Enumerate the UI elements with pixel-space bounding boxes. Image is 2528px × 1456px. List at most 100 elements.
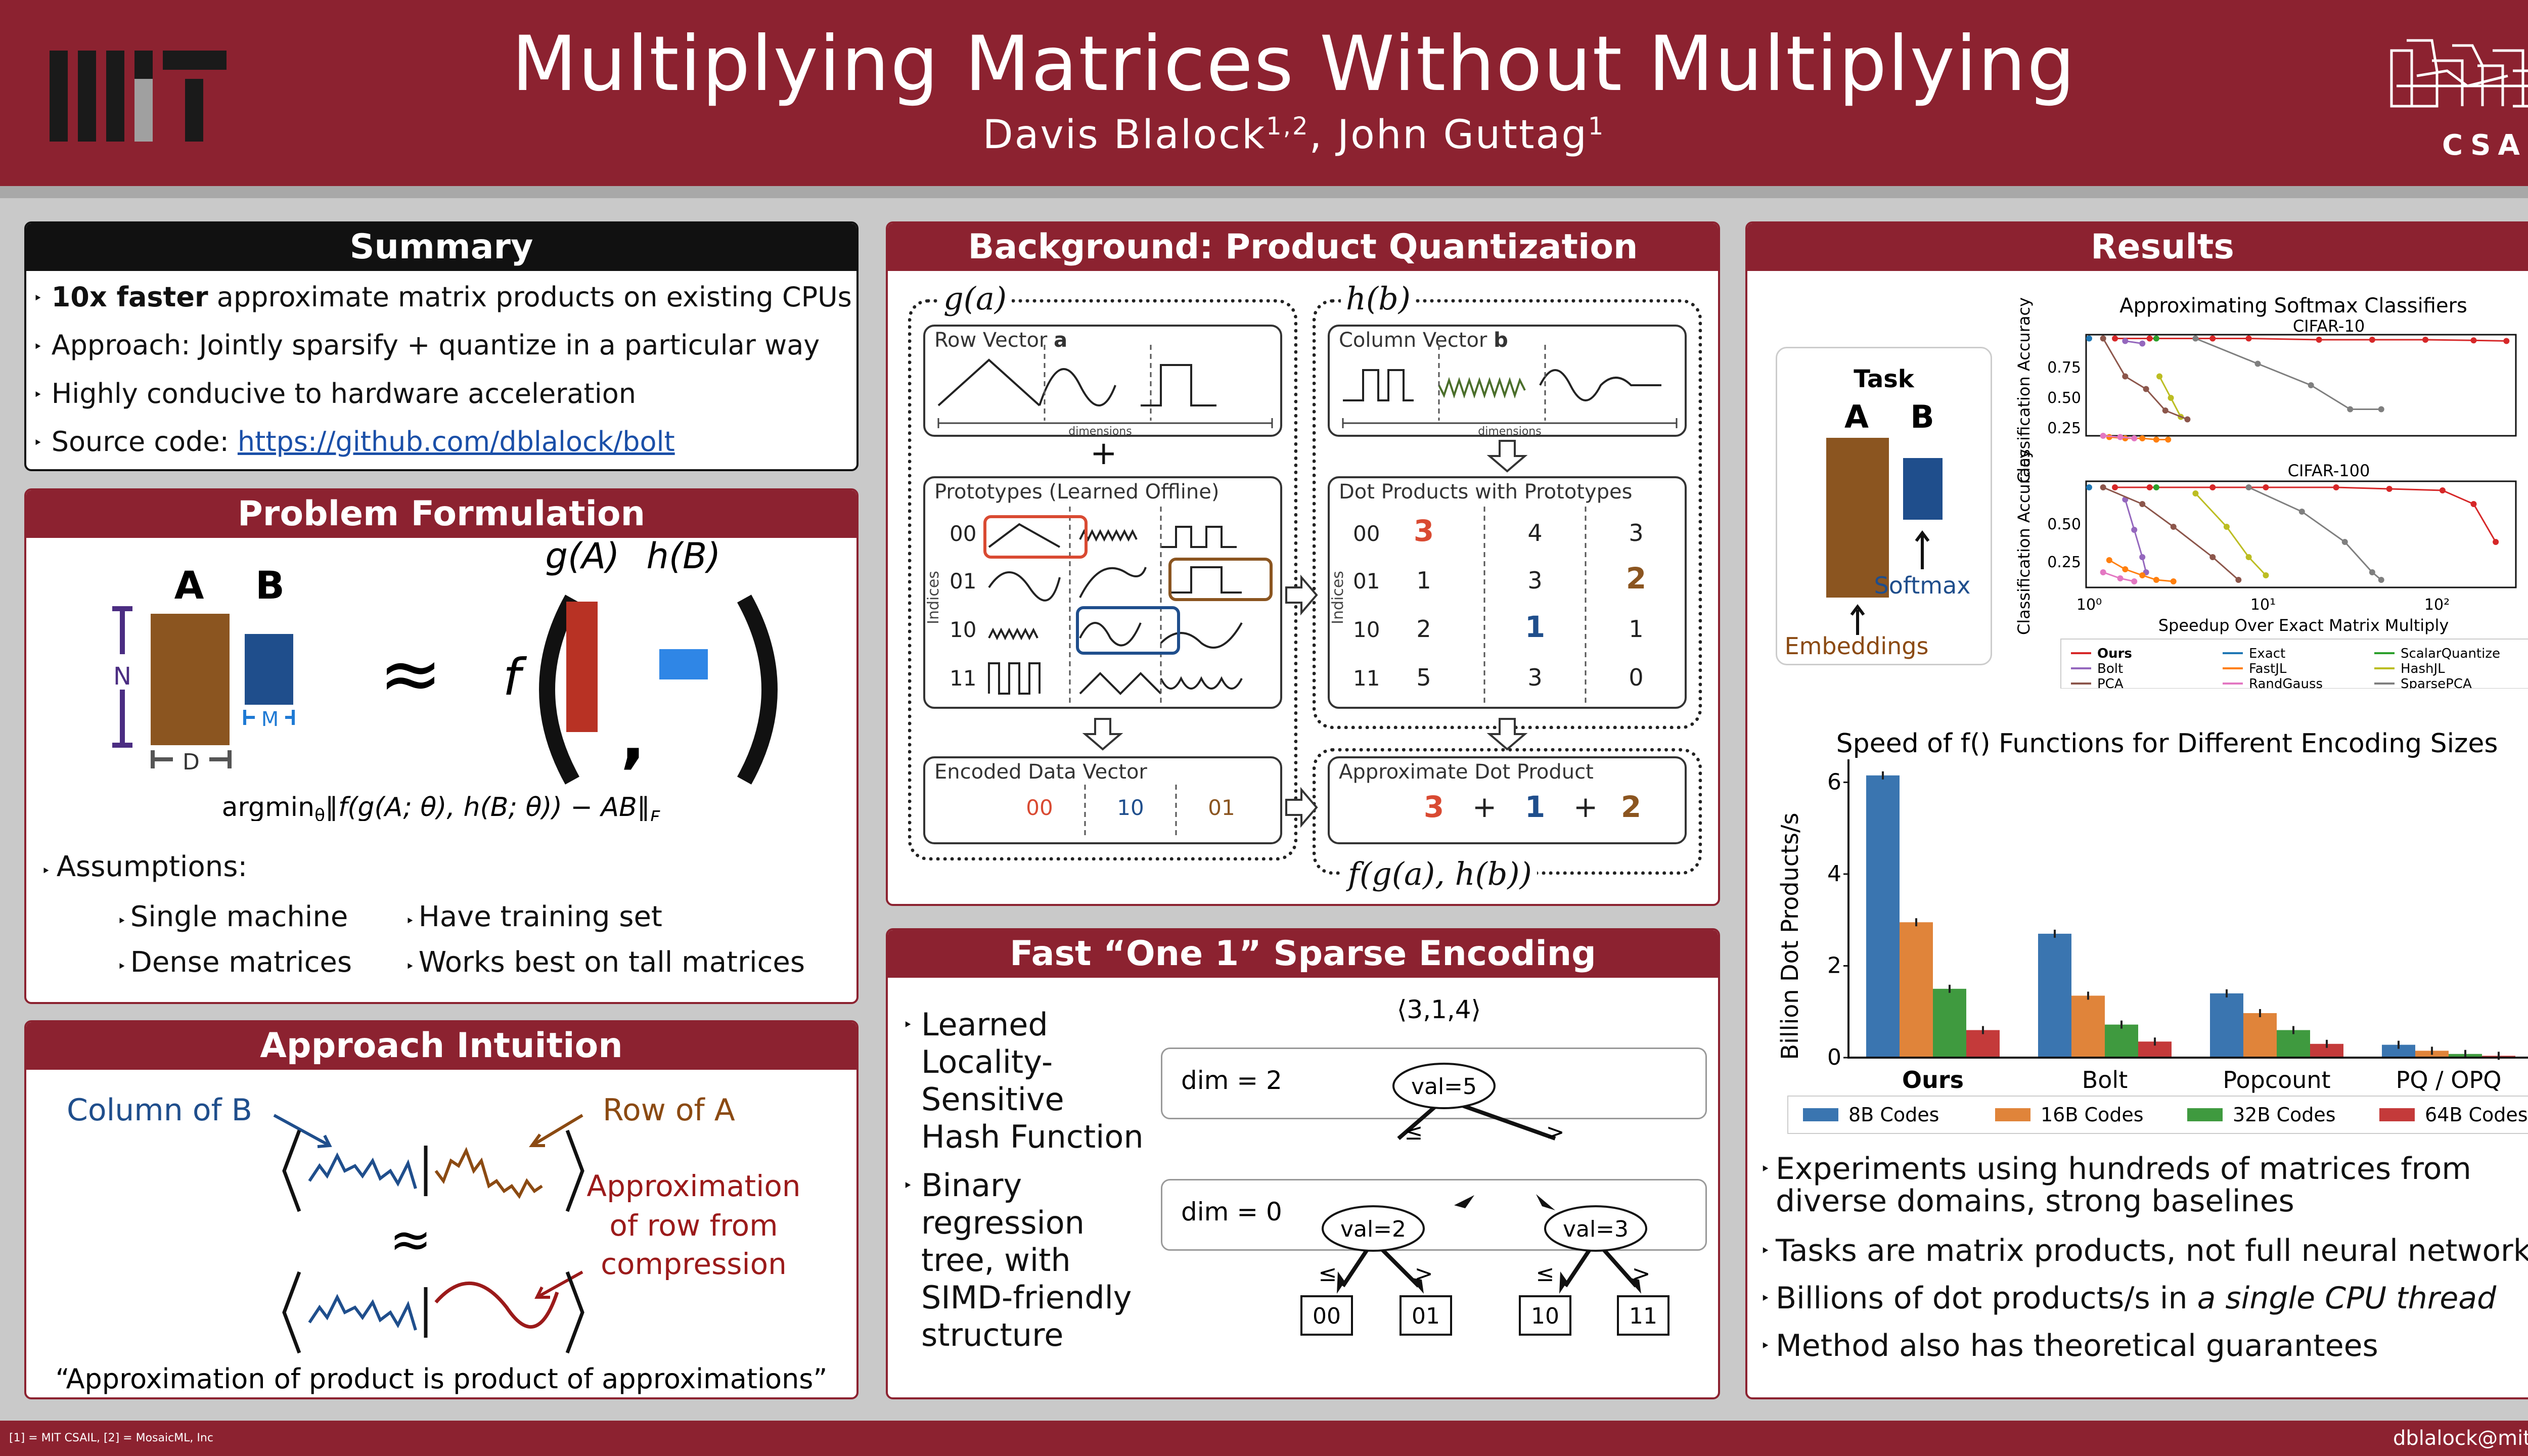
acc-line-0-6 — [2102, 338, 2188, 420]
acc-point-1-4-4 — [2170, 578, 2177, 584]
encoded-box: Encoded Data Vector — [923, 756, 1282, 844]
acc-point-0-2-0 — [2153, 335, 2159, 342]
right-paren — [737, 595, 778, 785]
acc-point-0-4-3 — [2153, 436, 2159, 443]
acc-point-0-6-0 — [2100, 335, 2106, 342]
col-vector-label: Column Vector b — [1339, 329, 1508, 352]
source-code-link[interactable]: https://github.com/dblalock/bolt — [237, 426, 675, 458]
dots-indices-label: Indices — [1329, 571, 1347, 624]
acc-point-0-8-4 — [2378, 406, 2384, 413]
task-b-matrix — [1903, 458, 1943, 520]
summary-bullet-2: ‣ Approach: Jointly sparsify + quantize i… — [33, 329, 820, 361]
f-symbol: f — [503, 648, 527, 707]
speed-bar-chart: Speed of f() Functions for Different Enc… — [1776, 729, 2528, 1134]
acc-legend-label-2: ScalarQuantize — [2401, 646, 2500, 661]
acc-line-1-3 — [2124, 499, 2147, 573]
acc-point-1-8-2 — [2341, 539, 2348, 545]
tree-root-label: val=5 — [1411, 1074, 1477, 1100]
acc-point-1-4-1 — [2122, 566, 2129, 572]
acc-point-1-0-8 — [2493, 539, 2499, 545]
bar-chart-title: Speed of f() Functions for Different Enc… — [1836, 729, 2498, 759]
acc-legend-items: Ours Exact ScalarQuantize Bolt FastJL HashJL P… — [2071, 646, 2500, 689]
bar-xtick-0: Ours — [1902, 1066, 1964, 1094]
encoded-a — [566, 602, 598, 732]
row-wave-square — [1141, 364, 1216, 406]
acc-point-0-7-0 — [2100, 433, 2106, 439]
prototype-shapes — [988, 523, 1243, 695]
cifar100-ytick-1: 0.50 — [2047, 516, 2081, 533]
dim-m-label: M — [261, 708, 279, 731]
cifar10-plot — [2086, 335, 2510, 443]
acc-point-0-8-1 — [2254, 360, 2261, 367]
wave-col-b-1 — [308, 1152, 417, 1189]
assumption-1: ‣ Single machine — [117, 900, 348, 933]
approx-label-line1: Approximation — [586, 1169, 800, 1203]
dot-code-00: 00 — [1353, 521, 1380, 546]
summary-bullets: ‣ 10x faster approximate matrix products … — [33, 274, 852, 467]
proto-code-01: 01 — [950, 569, 976, 594]
acc-point-0-0-4 — [2316, 337, 2322, 343]
summary-bullet-1-bold: 10x faster — [51, 281, 208, 313]
acc-point-0-5-1 — [2168, 395, 2174, 401]
acc-point-1-8-4 — [2378, 577, 2384, 583]
acc-point-1-6-2 — [2170, 524, 2177, 530]
acc-point-1-5-0 — [2192, 490, 2199, 496]
results-bullet-3: ‣ Billions of dot products/s in a single… — [1760, 1281, 2497, 1316]
proto-code-11: 11 — [950, 666, 976, 691]
bar-ytick-1: 2 — [1827, 952, 1841, 978]
approx-symbol: ≈ — [379, 630, 442, 718]
acc-xlabel: Speedup Over Exact Matrix Multiply — [2158, 616, 2449, 635]
edge-le-left: ≤ — [1319, 1261, 1337, 1287]
assumption-3: ‣ Dense matrices — [117, 946, 352, 979]
xtick-1: 10⁰ — [2076, 596, 2102, 614]
bar-1-1 — [2071, 995, 2105, 1058]
sparse-bullets: ‣ Learned Locality- Sensitive Hash Funct… — [903, 1006, 1186, 1354]
column-b-label: Column of B — [67, 1093, 252, 1128]
dot-products-label: Dot Products with Prototypes — [1339, 480, 1633, 504]
author-1-affil: 1,2 — [1266, 112, 1310, 141]
ga-group — [908, 299, 1297, 860]
acc-line-0-8 — [2195, 338, 2381, 410]
approx-label-line3: compression — [601, 1247, 787, 1281]
approx-term-2: 1 — [1525, 790, 1545, 824]
acc-legend-label-0: Ours — [2097, 646, 2132, 661]
dot-2-1: 1 — [1525, 610, 1545, 644]
summary-panel: Summary ‣ 10x faster approximate matrix p… — [24, 221, 859, 471]
dim-d-bracket — [151, 750, 232, 768]
bar-1-2 — [2105, 1024, 2138, 1058]
results-bullet-2: ‣ Tasks are matrix products, not full ne… — [1760, 1233, 2528, 1268]
problem-heading: Problem Formulation — [26, 490, 856, 538]
acc-point-0-0-3 — [2245, 335, 2252, 342]
input-vector: ⟨3,1,4⟩ — [1397, 995, 1481, 1024]
dot-code-01: 01 — [1353, 569, 1380, 594]
acc-point-0-5-0 — [2156, 373, 2163, 380]
assumption-2: ‣ Have training set — [405, 900, 662, 933]
approx-dot-label: Approximate Dot Product — [1339, 760, 1594, 784]
pq-heading: Background: Product Quantization — [888, 223, 1718, 271]
arrow-down-left — [1082, 718, 1123, 751]
sparse-bullet-1: ‣ Learned Locality- Sensitive Hash Funct… — [903, 1006, 1144, 1155]
tree-right-label: val=3 — [1563, 1216, 1629, 1242]
bar-legend-swatch-1 — [1995, 1108, 2030, 1121]
row-dimensions-label: dimensions — [1068, 425, 1132, 438]
encoded-code-1: 00 — [1026, 795, 1053, 820]
csail-logo — [2390, 39, 2528, 108]
acc-point-1-1-0 — [2086, 484, 2092, 490]
bar-legend-swatch-3 — [2379, 1108, 2415, 1121]
approx-label-line2: of row from — [609, 1208, 778, 1243]
acc-point-0-0-8 — [2503, 338, 2510, 344]
footer-affiliations: [1] = MIT CSAIL, [2] = MosaicML, Inc — [9, 1432, 213, 1444]
problem-diagram: A B N D M ≈ f g(A) h(B) , argminθ‖f(g(A;… — [112, 538, 778, 821]
matrix-b — [245, 634, 293, 705]
summary-bullet-3: ‣ Highly conducive to hardware accelerati… — [33, 377, 636, 410]
dot-0-1: 4 — [1527, 519, 1542, 547]
results-bullets: ‣ Experiments using hundreds of matrices… — [1760, 1153, 2528, 1362]
acc-legend-label-4: FastJL — [2249, 661, 2287, 676]
leaf-11-box — [1617, 1295, 1669, 1336]
poster-authors: Davis Blalock1,2, John Guttag1 — [0, 112, 2528, 158]
dot-0-0: 3 — [1414, 514, 1434, 548]
footer-email[interactable]: dblalock@mit.edu — [2393, 1427, 2528, 1450]
dim-d-label: D — [183, 749, 200, 775]
acc-point-1-0-4 — [2333, 484, 2339, 490]
proto-highlight-01 — [1168, 558, 1273, 601]
